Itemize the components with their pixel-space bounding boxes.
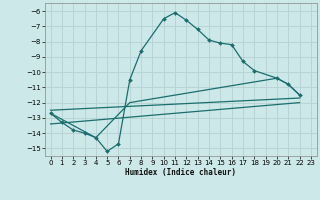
X-axis label: Humidex (Indice chaleur): Humidex (Indice chaleur) bbox=[125, 168, 236, 177]
